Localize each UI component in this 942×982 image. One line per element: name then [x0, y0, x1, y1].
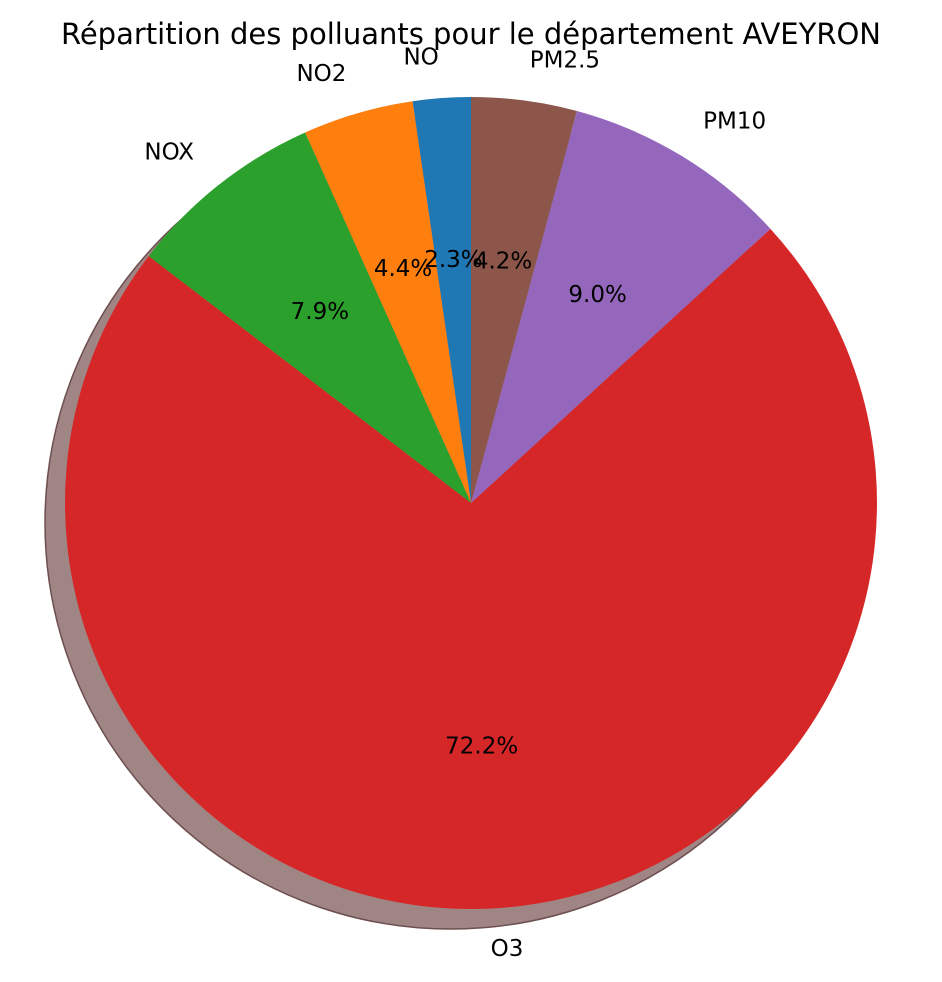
- pie-slice-o3: [64, 228, 877, 910]
- slice-percent-label: 4.2%: [474, 249, 532, 275]
- pie-labels-layer: NO 2.3% NO2 4.4% NOX 7.9% O3 72.2% PM10 9.0% PM2.5…: [144, 45, 766, 963]
- slice-category-label: NO: [403, 45, 438, 71]
- pie-slice-pm2-5: [471, 97, 577, 503]
- slice-percent-label: 2.3%: [424, 247, 482, 273]
- slice-category-label: NOX: [144, 140, 194, 166]
- pie-slices-layer: [64, 97, 877, 910]
- slice-category-label: O3: [491, 936, 524, 962]
- slice-percent-label: 72.2%: [445, 733, 518, 759]
- slice-percent-label: 7.9%: [291, 299, 349, 325]
- slice-category-label: NO2: [296, 61, 346, 87]
- pie-slice-no: [412, 97, 471, 503]
- slice-percent-label: 9.0%: [568, 282, 626, 308]
- chart-title: Répartition des polluants pour le départ…: [61, 17, 881, 51]
- pie-slice-no2: [305, 101, 471, 504]
- pie-slice-pm10: [471, 111, 771, 503]
- slice-category-label: PM2.5: [530, 47, 600, 73]
- slice-percent-label: 4.4%: [374, 256, 432, 282]
- pie-slice-nox: [148, 132, 471, 504]
- slice-category-label: PM10: [703, 108, 766, 134]
